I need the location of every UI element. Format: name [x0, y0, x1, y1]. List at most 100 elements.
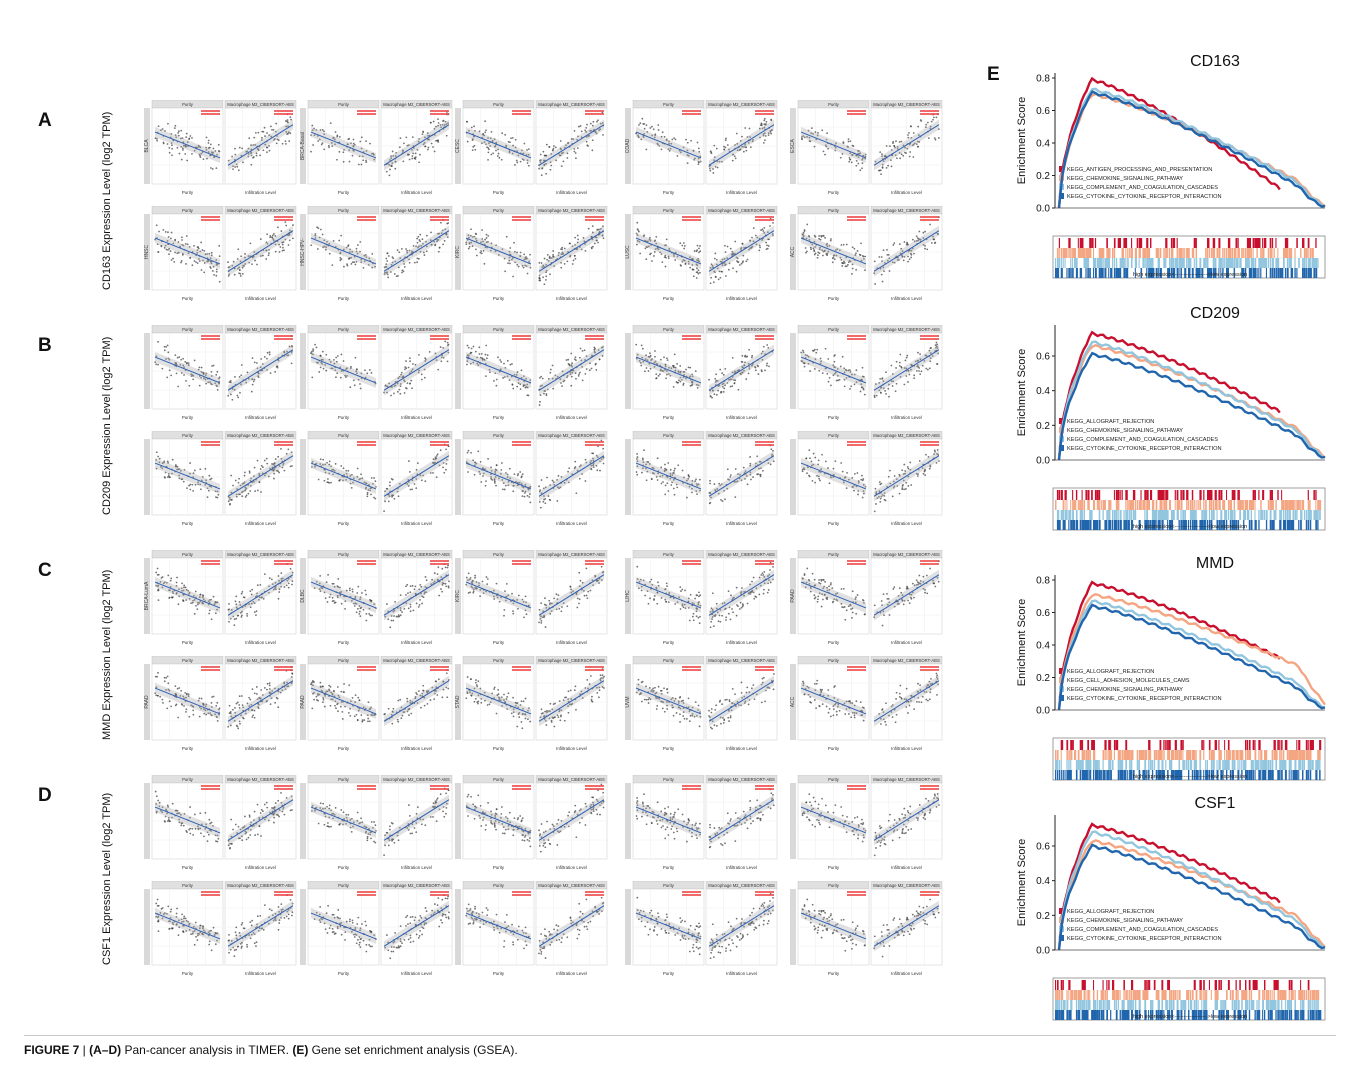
scatter-point [817, 132, 819, 134]
scatter-point [253, 466, 256, 469]
scatter-point [234, 147, 236, 150]
scatter-point [891, 495, 894, 498]
scatter-point [216, 154, 218, 156]
scatter-point [430, 231, 432, 234]
scatter-point [713, 483, 716, 485]
scatter-point [371, 252, 374, 255]
scatter-point [475, 248, 477, 251]
regression-line [708, 124, 775, 166]
scatter-point [525, 613, 528, 616]
scatter-point [185, 379, 187, 382]
scatter-point [475, 462, 478, 465]
scatter-point [644, 358, 647, 360]
scatter-point [856, 472, 859, 474]
scatter-point [735, 586, 738, 589]
scatter-point [271, 234, 274, 237]
scatter-point [466, 451, 469, 454]
scatter-point [260, 464, 263, 467]
scatter-point [819, 479, 821, 482]
scatter-point [715, 147, 718, 150]
scatter-point [409, 610, 412, 613]
scatter-point [474, 461, 476, 464]
scatter-point [545, 271, 547, 274]
scatter-point [666, 370, 668, 372]
scatter-point [175, 584, 178, 587]
scatter-point [155, 355, 158, 358]
scatter-point [408, 258, 410, 261]
scatter-point [522, 486, 525, 489]
scatter-point [263, 126, 266, 129]
scatter-point [356, 475, 359, 478]
scatter-point [691, 375, 694, 378]
scatter-point [290, 345, 293, 347]
scatter-point [860, 386, 863, 389]
scatter-point [333, 602, 336, 604]
scatter-point [819, 246, 821, 249]
scatter-point [470, 351, 473, 354]
scatter-point [524, 483, 527, 486]
scatter-point [715, 379, 718, 382]
scatter-point [402, 160, 405, 163]
scatter-point [772, 449, 774, 452]
scatter-point [494, 468, 497, 471]
scatter-point [845, 369, 848, 372]
scatter-point [207, 600, 210, 603]
scatter-point [398, 251, 401, 254]
scatter-point [746, 602, 749, 605]
scatter-point [176, 356, 179, 359]
scatter-point [187, 364, 190, 366]
scatter-point [851, 154, 853, 157]
facet-xlabel: Infiltration Level [891, 640, 922, 645]
scatter-point [873, 272, 876, 275]
scatter-point [748, 367, 751, 370]
scatter-point [925, 574, 928, 577]
scatter-point [268, 353, 271, 356]
scatter-point [237, 169, 240, 172]
scatter-point [853, 489, 855, 492]
scatter-point [590, 467, 592, 470]
scatter-point [181, 582, 183, 585]
scatter-point [353, 605, 356, 607]
scatter-point [547, 378, 550, 380]
scatter-point [204, 374, 207, 377]
facet-xlabel: Purity [338, 190, 350, 195]
scatter-point [269, 372, 272, 375]
scatter-point [529, 501, 532, 504]
scatter-point [517, 378, 520, 381]
scatter-point [677, 371, 680, 373]
scatter-point [915, 369, 918, 372]
scatter-point [256, 584, 259, 587]
scatter-point [336, 135, 339, 138]
scatter-point [814, 481, 817, 484]
scatter-point [554, 374, 557, 377]
scatter-point [847, 261, 850, 264]
scatter-point [813, 594, 816, 597]
scatter-point [357, 163, 360, 166]
scatter-point [934, 138, 937, 141]
scatter-point [195, 261, 197, 264]
scatter-point [636, 353, 639, 356]
scatter-point [657, 374, 660, 377]
scatter-point [155, 224, 158, 227]
scatter-point [317, 140, 320, 142]
scatter-point [246, 612, 248, 615]
facet-strip-label: Purity [663, 552, 675, 557]
scatter-point [280, 230, 283, 232]
scatter-point [263, 459, 266, 462]
scatter-point [156, 567, 159, 570]
regression-line [227, 124, 294, 166]
scatter-point [670, 484, 673, 486]
scatter-point [163, 345, 166, 348]
scatter-point [508, 259, 511, 262]
scatter-point [679, 608, 682, 610]
scatter-point [197, 481, 199, 484]
scatter-point [859, 169, 862, 172]
scatter-point [205, 479, 208, 482]
scatter-point [660, 148, 663, 151]
scatter-point [193, 149, 196, 152]
scatter-point [291, 465, 293, 467]
scatter-point [538, 279, 541, 282]
scatter-point [189, 256, 192, 259]
